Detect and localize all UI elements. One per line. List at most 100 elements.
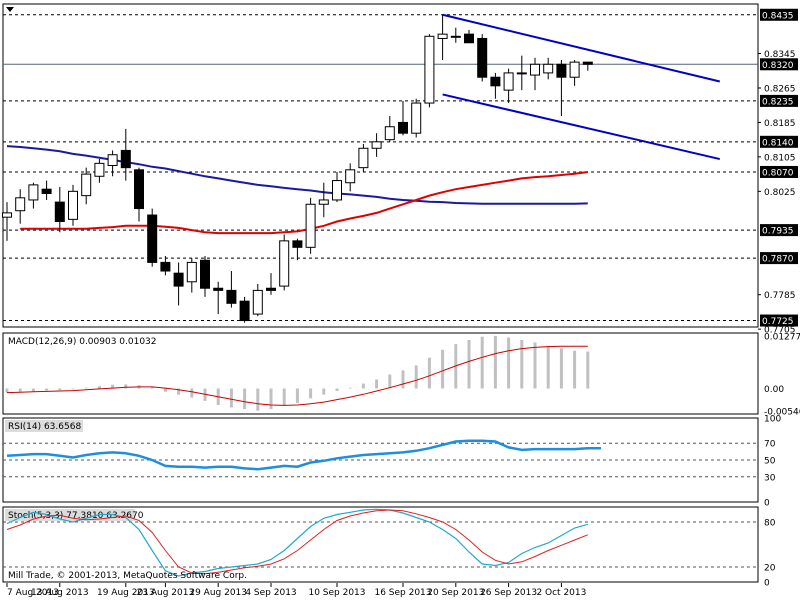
panel-border-macd <box>2 332 759 415</box>
candle-body <box>530 63 540 76</box>
stochastic-panel: Stoch(5,3,3) 77.3810 63.2670 80 20 0 <box>3 508 776 589</box>
candle-body <box>2 212 12 218</box>
candle-body <box>279 240 290 287</box>
candle-body <box>266 287 276 291</box>
macd-title: MACD(12,26,9) 0.00903 0.01032 <box>8 337 157 347</box>
macd-axis-label: 0.01277 <box>764 333 800 343</box>
candle-body <box>292 240 303 248</box>
time-axis-label: 19 Aug 2013 <box>97 588 155 598</box>
candle-body <box>424 35 435 104</box>
moving-average-blue <box>6 145 588 205</box>
candle-body <box>107 154 118 167</box>
price-level-label-bg <box>760 314 798 327</box>
candle-body <box>450 35 461 38</box>
rsi-axis-label: 30 <box>764 473 776 483</box>
candle-body <box>543 63 554 74</box>
price-level-label-bg <box>760 252 798 265</box>
candle-body <box>371 141 382 149</box>
stoch-main-line <box>6 508 588 577</box>
time-axis-label: 20 Sep 2013 <box>427 588 484 598</box>
time-axis-label: 16 Sep 2013 <box>374 588 431 598</box>
candle-body <box>28 184 39 201</box>
price-level-label: 0.8235 <box>762 97 794 107</box>
price-axis-label: 0.8265 <box>764 84 796 94</box>
candle-body <box>411 102 422 134</box>
price-axis-label: 0.8105 <box>764 153 796 163</box>
candle-body <box>94 162 105 177</box>
price-level-label: 0.8435 <box>762 11 794 21</box>
panel-border-rsi <box>2 417 759 503</box>
price-level-label: 0.8140 <box>762 138 794 148</box>
candle-body <box>318 199 329 205</box>
candle-body <box>503 72 514 91</box>
rsi-panel: RSI(14) 63.6568 100 70 50 30 0 <box>3 415 781 509</box>
stoch-axis-label: 20 <box>764 564 776 574</box>
price-axis-label: 0.7705 <box>764 326 796 336</box>
price-axis-label: 0.8345 <box>764 50 796 60</box>
rsi-axis-label: 100 <box>764 415 781 425</box>
price-level-label: 0.8320 <box>762 61 794 71</box>
chart-menu-triangle-icon <box>6 7 14 12</box>
price-level-label: 0.8070 <box>762 168 794 178</box>
candle-body <box>120 149 131 169</box>
price-level-label: 0.7935 <box>762 227 794 237</box>
price-axis-label: 0.8185 <box>764 119 796 129</box>
candle-body <box>437 33 448 39</box>
time-axis-label: 2 Oct 2013 <box>536 588 586 598</box>
panel-border-stoch <box>2 506 759 583</box>
candle-body <box>358 147 369 169</box>
price-level-label: 0.7870 <box>762 255 794 265</box>
time-axis-label: 26 Sep 2013 <box>480 588 537 598</box>
candle-body <box>556 63 567 78</box>
time-axis-label: 23 Aug 2013 <box>137 588 195 598</box>
macd-axis-label: -0.00546 <box>764 407 800 417</box>
candle-body <box>81 173 92 197</box>
moving-average-red <box>20 171 588 235</box>
time-axis-label: 13 Aug 2013 <box>31 588 89 598</box>
macd-axis-label: 0.00 <box>764 385 784 395</box>
candle-body <box>200 259 210 289</box>
candle-body <box>252 289 263 315</box>
candle-body <box>477 37 488 78</box>
price-level-label-bg <box>760 135 798 148</box>
candle-body <box>213 287 224 291</box>
price-level-label-bg <box>760 94 798 107</box>
stoch-signal-line <box>6 509 588 575</box>
candle-body <box>239 300 250 322</box>
rsi-axis-label: 0 <box>764 499 770 509</box>
candle-body <box>582 61 593 65</box>
candle-body <box>41 188 52 194</box>
price-level-label-bg <box>760 224 798 237</box>
time-axis-label: 7 Aug 2013 <box>7 588 59 598</box>
rsi-title: RSI(14) 63.6568 <box>8 422 81 432</box>
candle-body <box>569 61 580 78</box>
platform-caption: Mill Trade, © 2001-2013, MetaQuotes Soft… <box>8 571 247 581</box>
stoch-axis-label: 0 <box>764 579 770 589</box>
price-level-label-bg <box>760 58 798 71</box>
candle-body <box>68 190 78 220</box>
macd-signal-line <box>6 345 588 406</box>
candle-body <box>398 121 408 134</box>
time-axis-label: 10 Sep 2013 <box>308 588 365 598</box>
price-level-label: 0.7725 <box>762 317 794 327</box>
stoch-axis-label: 80 <box>764 519 776 529</box>
candle-body <box>15 197 26 212</box>
candle-body <box>186 261 197 283</box>
candle-body <box>54 201 65 222</box>
rsi-axis-label: 70 <box>764 440 776 450</box>
price-level-label-bg <box>760 165 798 178</box>
price-axis-label: 0.7785 <box>764 291 796 301</box>
time-axis-label: 29 Aug 2013 <box>189 588 247 598</box>
candle-body <box>226 289 237 304</box>
rsi-line <box>6 439 601 471</box>
channel-upper-line <box>442 13 721 83</box>
candle-body <box>173 272 184 287</box>
candle-body <box>147 214 158 263</box>
rsi-axis-label: 50 <box>764 457 776 467</box>
candle-body <box>464 33 474 44</box>
candle-body <box>490 76 501 87</box>
